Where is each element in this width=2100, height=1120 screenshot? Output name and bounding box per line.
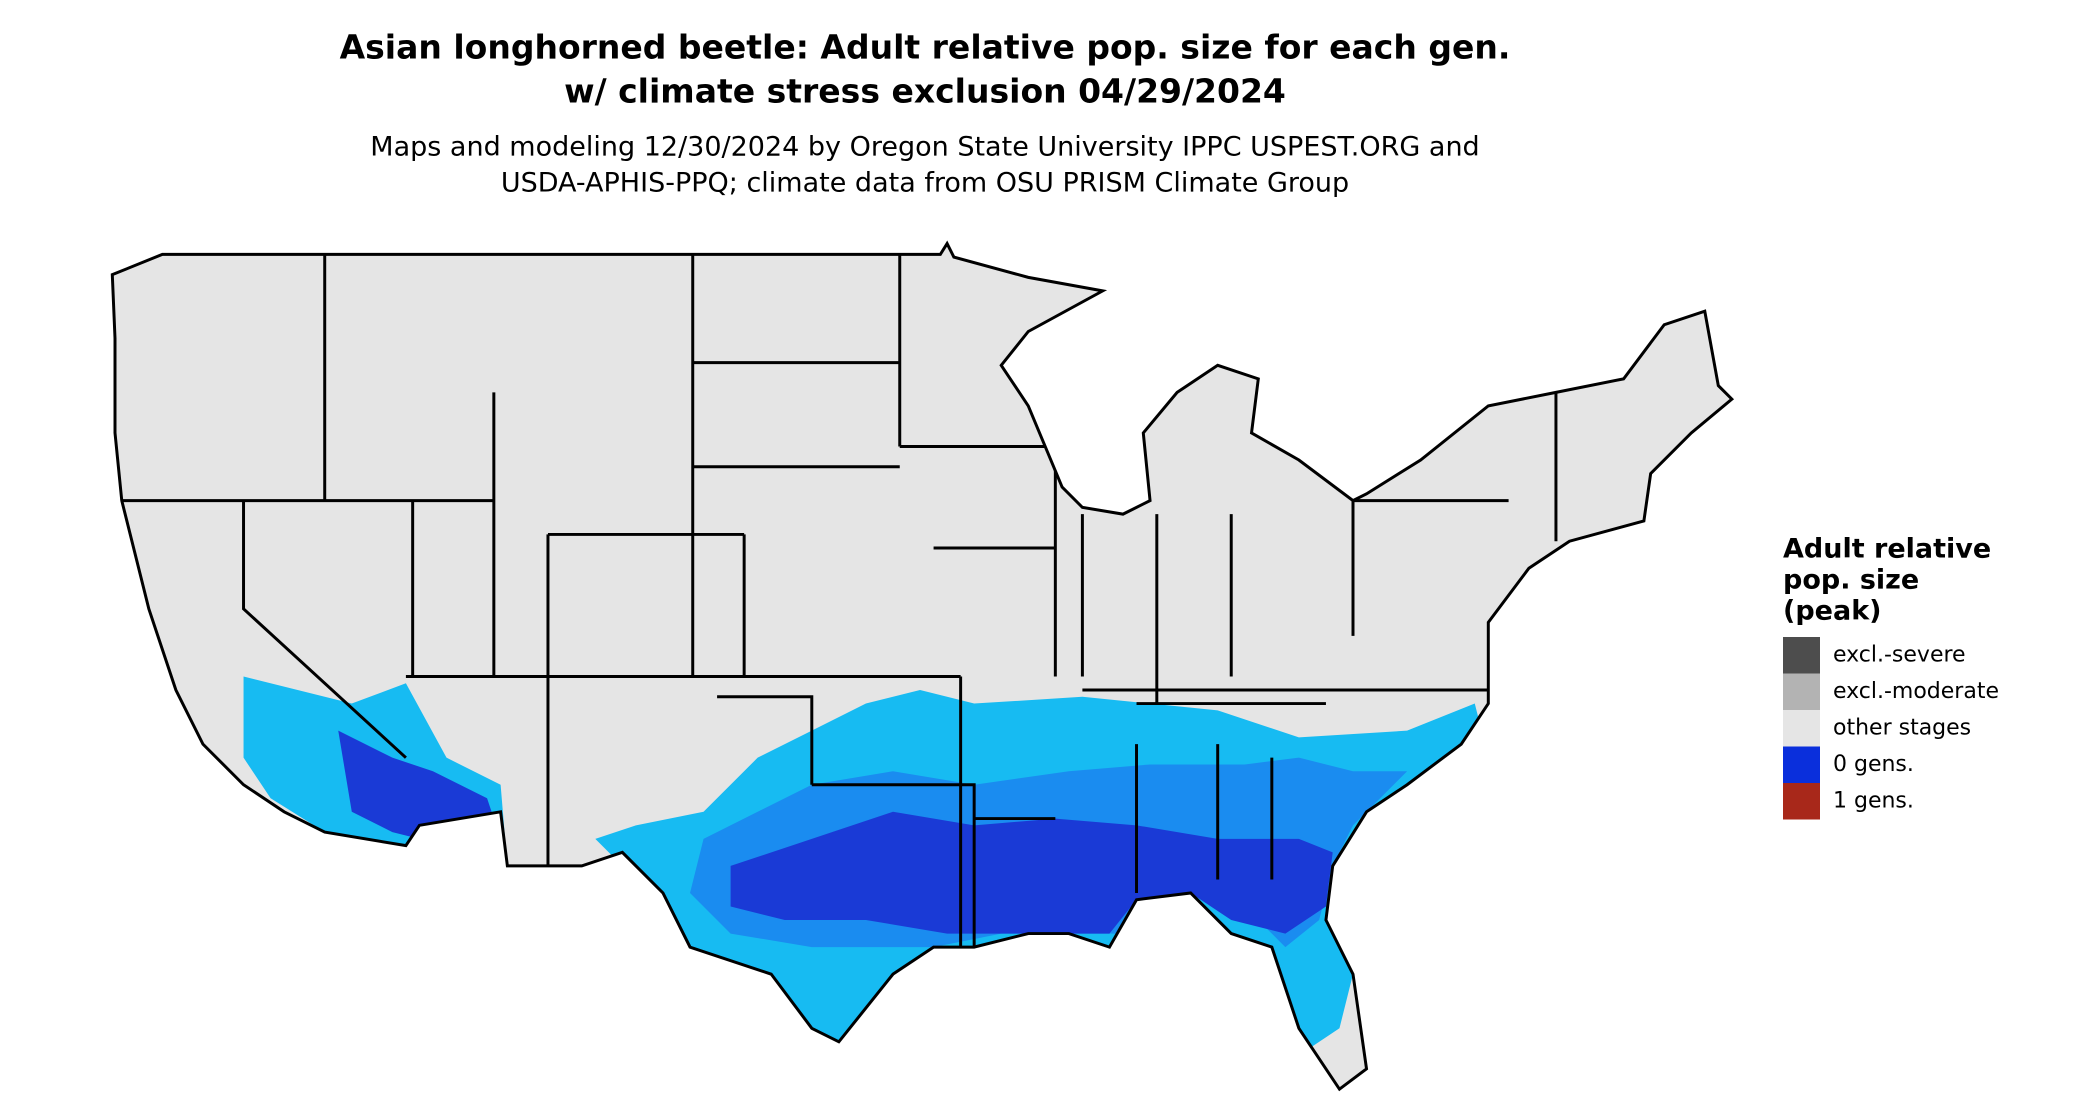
legend-swatch: [1783, 710, 1820, 747]
title: w/ climate stress exclusion 04/29/2024: [564, 72, 1286, 111]
subtitle: USDA-APHIS-PPQ; climate data from OSU PR…: [501, 168, 1349, 199]
legend-title: pop. size: [1783, 565, 1919, 596]
legend-title: Adult relative: [1783, 534, 1991, 565]
legend-label: excl.-severe: [1833, 643, 1966, 668]
legend-label: 0 gens.: [1833, 752, 1914, 777]
legend-label: excl.-moderate: [1833, 679, 1999, 704]
legend-swatch: [1783, 746, 1820, 783]
legend-label: other stages: [1833, 716, 1971, 741]
title: Asian longhorned beetle: Adult relative …: [340, 28, 1511, 67]
legend-title: (peak): [1783, 596, 1882, 627]
legend-label: 1 gens.: [1833, 789, 1914, 814]
legend-swatch: [1783, 673, 1820, 710]
subtitle: Maps and modeling 12/30/2024 by Oregon S…: [370, 132, 1479, 163]
legend-swatch: [1783, 637, 1820, 674]
legend-swatch: [1783, 783, 1820, 820]
legend: Adult relative pop. size (peak) excl.-se…: [1783, 534, 1999, 820]
